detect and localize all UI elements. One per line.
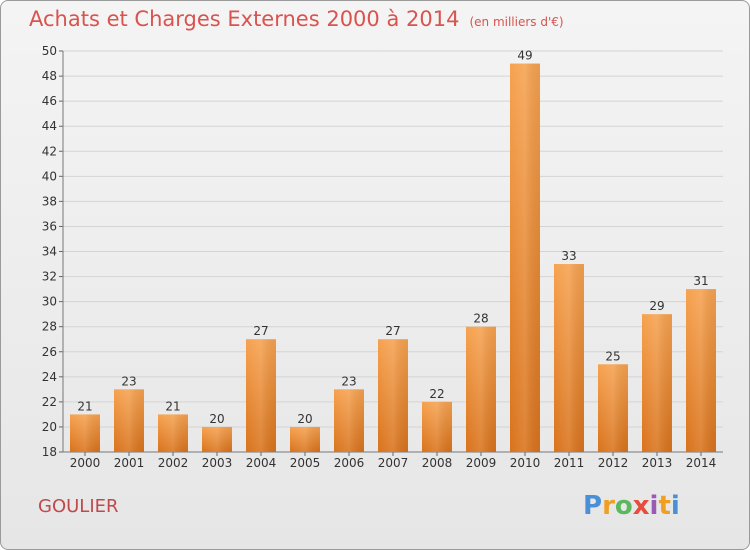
y-tick-label: 22: [42, 395, 57, 409]
value-label: 49: [517, 49, 532, 63]
x-tick-label: 2006: [334, 456, 365, 470]
value-label: 20: [297, 412, 312, 426]
bar-shine: [202, 426, 232, 452]
value-label: 27: [253, 324, 268, 338]
bar-shine: [158, 414, 188, 452]
value-label: 31: [693, 274, 708, 288]
logo-letter: i: [670, 491, 680, 521]
value-label: 28: [473, 312, 488, 326]
bar-shine: [686, 289, 716, 452]
value-label: 21: [165, 399, 180, 413]
chart-title: Achats et Charges Externes 2000 à 2014 (e…: [29, 7, 564, 31]
x-tick-label: 2007: [378, 456, 409, 470]
x-tick-labels: 2000 2001 2002 2003 2004 2005 2006 2007 2008 2009…: [70, 456, 717, 470]
value-label: 23: [121, 374, 136, 388]
bar-shine: [290, 426, 320, 452]
value-label: 29: [649, 299, 664, 313]
y-tick-label: 48: [42, 69, 57, 83]
bar-shine: [510, 63, 540, 452]
y-tick-label: 26: [42, 345, 57, 359]
value-label: 25: [605, 349, 620, 363]
bar-shine: [378, 339, 408, 452]
x-tick-label: 2012: [598, 456, 629, 470]
bar-shine: [466, 326, 496, 452]
y-tick-label: 46: [42, 94, 57, 108]
bar-shine: [422, 401, 452, 452]
y-tick-label: 34: [42, 245, 57, 259]
y-tick-label: 40: [42, 169, 57, 183]
y-tick-label: 24: [42, 370, 57, 384]
logo-letter: x: [632, 491, 650, 521]
y-tick-label: 20: [42, 420, 57, 434]
value-label: 22: [429, 387, 444, 401]
logo-letter: r: [602, 491, 615, 521]
x-tick-label: 2009: [466, 456, 497, 470]
y-tick-label: 42: [42, 144, 57, 158]
x-tick-label: 2008: [422, 456, 453, 470]
bar-shine: [114, 389, 144, 452]
bar-shine: [70, 414, 100, 452]
value-label: 27: [385, 324, 400, 338]
value-labels: 21 23 21 20 27 20 23 27 22 28 49 33 25 29 31: [77, 49, 708, 426]
bars: [70, 63, 716, 452]
y-tick-label: 28: [42, 320, 57, 334]
y-tick-label: 32: [42, 270, 57, 284]
bar-shine: [246, 339, 276, 452]
x-tick-label: 2013: [642, 456, 673, 470]
x-tick-label: 2004: [246, 456, 277, 470]
value-label: 20: [209, 412, 224, 426]
x-tick-label: 2011: [554, 456, 585, 470]
logo-letter: P: [583, 491, 603, 521]
y-tick-labels: 18 20 22 24 26 28 30 32 34 36 38 40 42 44 46 48 50: [42, 44, 57, 459]
x-tick-label: 2002: [158, 456, 189, 470]
x-tick-label: 2010: [510, 456, 541, 470]
value-label: 21: [77, 399, 92, 413]
value-label: 23: [341, 374, 356, 388]
chart-title-text: Achats et Charges Externes 2000 à 2014: [29, 7, 460, 31]
bar-shine: [554, 264, 584, 452]
x-tick-label: 2000: [70, 456, 101, 470]
x-tick-label: 2014: [686, 456, 717, 470]
y-tick-label: 50: [42, 44, 57, 58]
commune-name: GOULIER: [38, 496, 119, 517]
y-tick-label: 18: [42, 445, 57, 459]
x-tick-label: 2005: [290, 456, 321, 470]
bar-shine: [334, 389, 364, 452]
value-label: 33: [561, 249, 576, 263]
logo-letter: o: [614, 491, 633, 521]
y-tick-label: 30: [42, 295, 57, 309]
x-tick-label: 2003: [202, 456, 233, 470]
proxiti-logo: Proxiti: [583, 491, 680, 521]
y-tick-label: 36: [42, 219, 57, 233]
y-tick-label: 38: [42, 194, 57, 208]
logo-letter: t: [658, 491, 671, 521]
x-tick-label: 2001: [114, 456, 145, 470]
y-tick-label: 44: [42, 119, 57, 133]
bar-shine: [642, 314, 672, 452]
bar-shine: [598, 364, 628, 452]
chart-subtitle: (en milliers d'€): [469, 15, 564, 29]
logo-letter: i: [649, 491, 659, 521]
